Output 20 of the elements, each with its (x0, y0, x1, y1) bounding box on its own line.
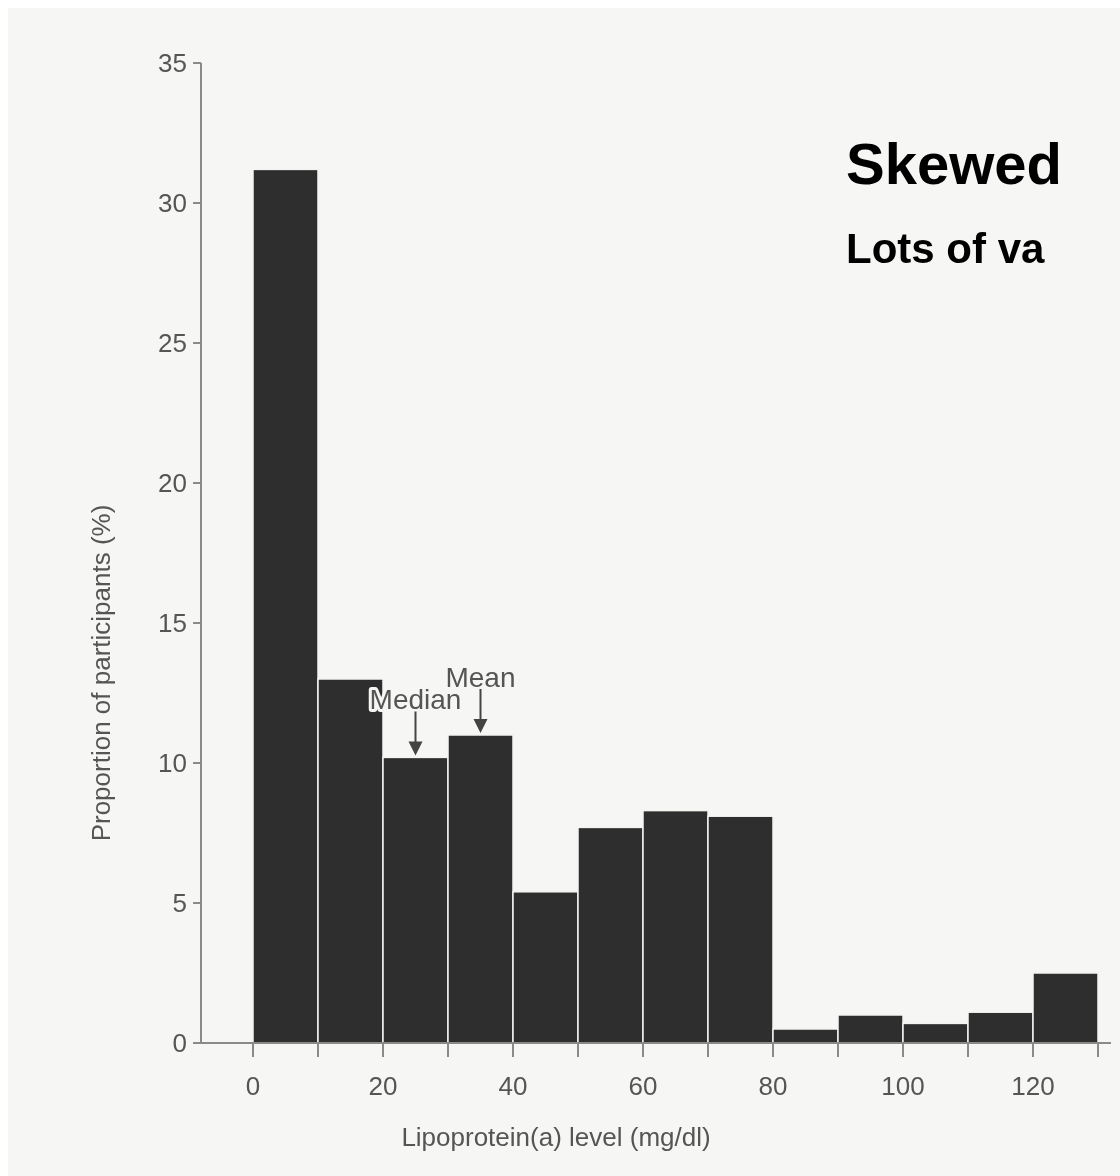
y-tick-label: 0 (172, 1028, 187, 1059)
y-tick-label: 5 (172, 888, 187, 919)
annotation: Mean (445, 662, 516, 693)
x-tick-label: 100 (881, 1071, 925, 1101)
x-tick-label: 40 (498, 1071, 528, 1101)
y-tick-label: 10 (158, 748, 187, 779)
x-tick-label: 60 (628, 1071, 658, 1101)
y-tick-label: 20 (158, 468, 187, 499)
x-axis-title: Lipoprotein(a) level (mg/dl) (401, 1122, 711, 1152)
x-tick-label: 20 (368, 1071, 398, 1101)
y-tick-label: 25 (158, 328, 187, 359)
text: Skewed (846, 131, 1062, 196)
text: Lots of va (846, 225, 1045, 272)
x-tick-label: 80 (758, 1071, 788, 1101)
x-tick-label: 120 (1011, 1071, 1055, 1101)
y-tick-label: 30 (158, 188, 187, 219)
x-tick-label: 0 (245, 1071, 261, 1101)
y-tick-label: 35 (158, 48, 187, 79)
y-axis-title: Proportion of participants (%) (86, 504, 116, 842)
y-tick-label: 15 (158, 608, 187, 639)
